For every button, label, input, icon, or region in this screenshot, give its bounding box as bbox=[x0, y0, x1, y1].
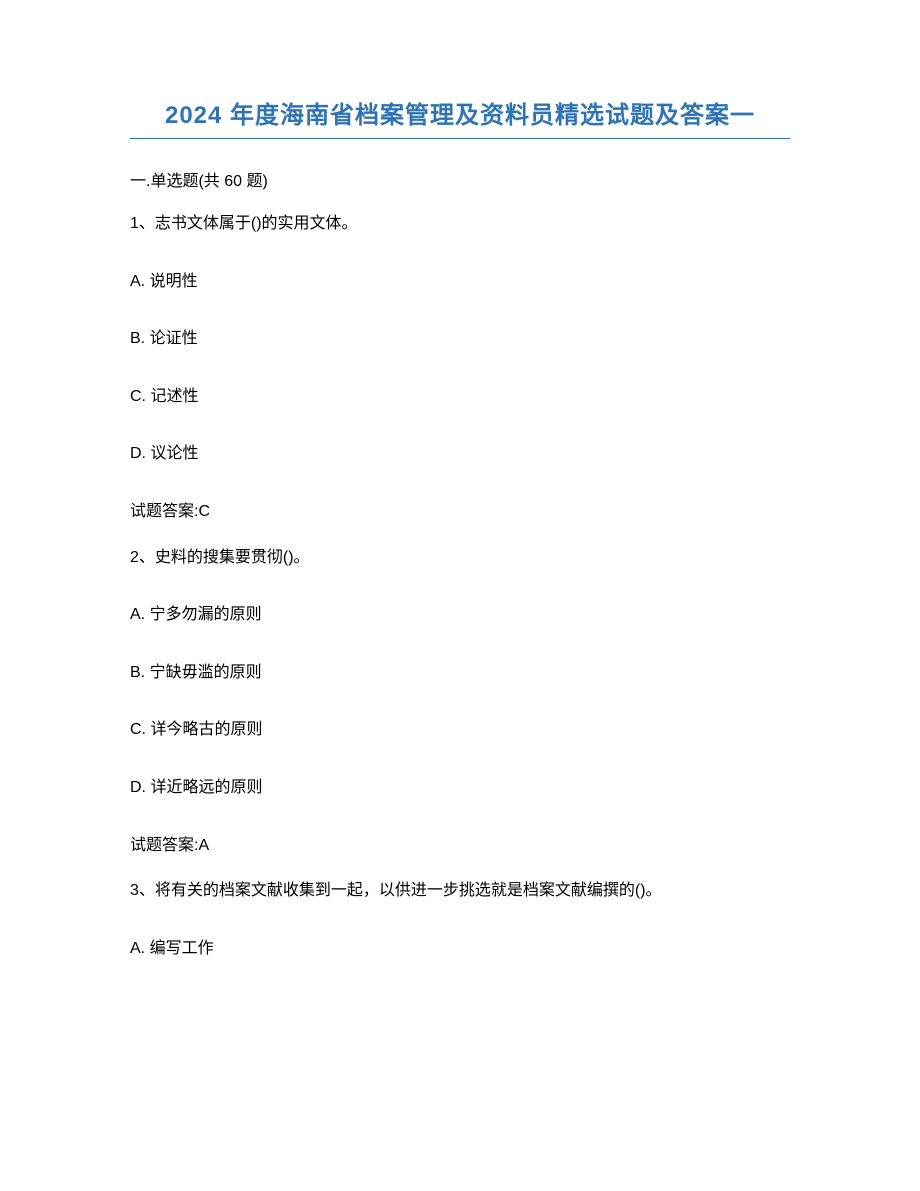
question-1-answer: 试题答案:C bbox=[130, 499, 790, 525]
question-2-option-c: C. 详今略古的原则 bbox=[130, 717, 790, 743]
question-1-stem: 1、志书文体属于()的实用文体。 bbox=[130, 211, 790, 237]
question-2-stem: 2、史料的搜集要贯彻()。 bbox=[130, 545, 790, 571]
question-1-option-c: C. 记述性 bbox=[130, 384, 790, 410]
page-title: 2024 年度海南省档案管理及资料员精选试题及答案一 bbox=[130, 95, 790, 139]
question-2-answer: 试题答案:A bbox=[130, 833, 790, 859]
question-3-stem: 3、将有关的档案文献收集到一起，以供进一步挑选就是档案文献编撰的()。 bbox=[130, 878, 790, 904]
question-1-option-d: D. 议论性 bbox=[130, 441, 790, 467]
question-1-option-b: B. 论证性 bbox=[130, 326, 790, 352]
question-1-option-a: A. 说明性 bbox=[130, 269, 790, 295]
section-header: 一.单选题(共 60 题) bbox=[130, 167, 790, 191]
question-3-option-a: A. 编写工作 bbox=[130, 936, 790, 962]
question-2-option-a: A. 宁多勿漏的原则 bbox=[130, 602, 790, 628]
question-2-option-b: B. 宁缺毋滥的原则 bbox=[130, 660, 790, 686]
question-2-option-d: D. 详近略远的原则 bbox=[130, 775, 790, 801]
